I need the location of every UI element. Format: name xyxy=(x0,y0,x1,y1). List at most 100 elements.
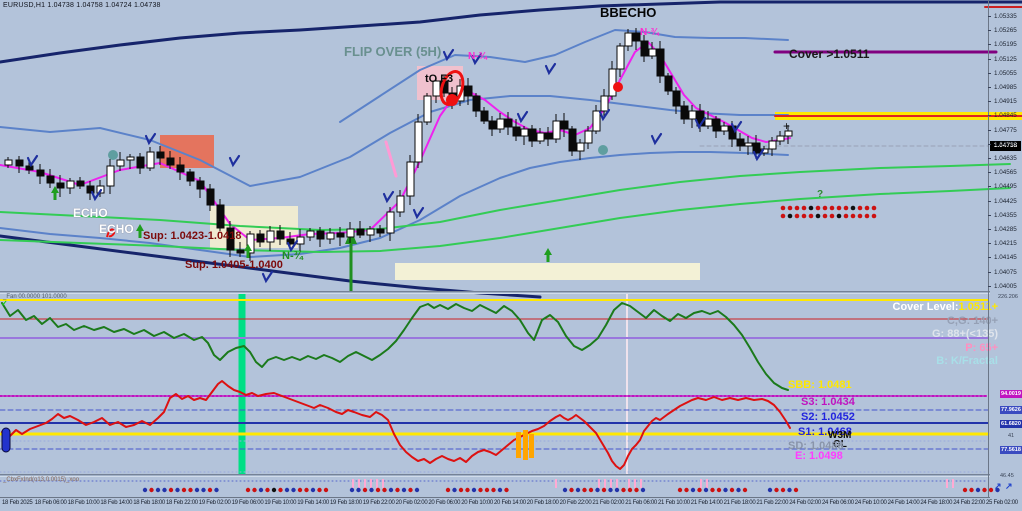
time-axis[interactable]: 18 Feb 2025 18 Feb 06:00 18 Feb 10:00 18 Fe… xyxy=(0,497,1018,511)
label-s2: S2: 1.0452 xyxy=(801,411,855,423)
price-axis-label: 1.04005 xyxy=(994,282,1017,290)
price-axis-label: 1.04985 xyxy=(994,84,1017,91)
price-axis-label: 1.04845 xyxy=(994,112,1017,120)
time-axis-label: 19 Feb 10:00 xyxy=(264,500,297,506)
time-axis-label: 18 Feb 14:00 xyxy=(100,500,133,506)
label-e: E: 1.0498 xyxy=(795,450,843,462)
annotation-support-1: Sup: 1.0423-1.0418 xyxy=(143,230,242,242)
up-right-arrow-icon: ↗ xyxy=(1005,481,1013,491)
annotation-n34-top: N-¾ xyxy=(640,27,659,38)
time-axis-label: 18 Feb 18:00 xyxy=(133,500,165,506)
price-axis-tick xyxy=(988,58,991,60)
time-axis-label: 19 Feb 06:00 xyxy=(231,500,264,506)
price-axis-separator xyxy=(988,0,989,497)
price-axis-tick xyxy=(988,229,991,230)
price-axis-label: 1.04215 xyxy=(994,240,1017,248)
indicator-axis-text: 41 xyxy=(1008,433,1015,439)
annotation-echo-1: ECHO xyxy=(73,206,108,220)
time-axis-label: 18 Feb 06:00 xyxy=(34,500,67,506)
price-axis-label: 1.04705 xyxy=(994,140,1017,148)
price-axis-tick xyxy=(988,129,991,131)
price-axis-label: 1.04145 xyxy=(994,254,1017,262)
price-axis-label: 1.04915 xyxy=(994,98,1017,106)
time-axis-label: 21 Feb 10:00 xyxy=(658,500,690,506)
time-axis-label: 24 Feb 02:00 xyxy=(789,500,821,506)
annotation-echo-2: ECHO xyxy=(99,222,134,236)
price-axis-tick xyxy=(988,30,991,32)
price-axis-tick xyxy=(988,143,991,145)
time-axis-label: 19 Feb 22:00 xyxy=(362,500,395,506)
price-axis-label: 1.05265 xyxy=(994,27,1017,35)
price-axis-label: 1.04425 xyxy=(994,197,1017,205)
label-g: G: 88+(<135) xyxy=(931,328,998,340)
indicator-level-box: 77.9626 xyxy=(1000,406,1022,414)
price-axis-tick xyxy=(988,271,991,273)
check-icon: ✓ xyxy=(1,299,8,308)
label-b-kfractal: B: K/Fractal xyxy=(936,355,998,367)
price-axis-tick xyxy=(988,158,991,159)
time-axis-label: 20 Feb 02:00 xyxy=(395,500,428,506)
time-axis-label: 20 Feb 10:00 xyxy=(461,500,493,506)
annotation-to-f3: tO F3 xyxy=(425,73,454,85)
current-price-box: 1.04738 xyxy=(990,141,1021,151)
price-axis-tick xyxy=(988,214,991,216)
price-axis-tick xyxy=(988,257,991,259)
panel-separator[interactable] xyxy=(0,474,990,477)
annotation-n34-green: N-¾ xyxy=(282,250,303,262)
question-marker: ? xyxy=(817,189,824,200)
indicator-axis-text: 46.45 xyxy=(1000,473,1014,479)
label-w3m: W3M xyxy=(828,430,852,441)
price-axis-tick xyxy=(988,16,991,17)
label-gl: GL xyxy=(833,439,847,450)
price-axis-tick xyxy=(988,44,991,46)
time-axis-label: 21 Feb 06:00 xyxy=(625,500,657,506)
time-axis-label: 24 Feb 06:00 xyxy=(822,500,854,506)
label-s1: S1: 1.0468 xyxy=(798,426,852,438)
label-sbb: SBB: 1.0481 xyxy=(788,379,852,391)
symbol-ohlc-readout: EURUSD,H1 1.04738 1.04758 1.04724 1.0473… xyxy=(3,2,161,9)
price-axis-label: 1.04565 xyxy=(994,169,1017,177)
price-axis-tick xyxy=(988,87,991,88)
price-axis-tick xyxy=(988,186,991,188)
panel-separator[interactable] xyxy=(0,291,990,294)
price-axis-label: 1.04355 xyxy=(994,211,1017,219)
time-axis-label: 25 Feb 02:00 xyxy=(986,500,1018,506)
time-axis-label: 18 Feb 22:00 xyxy=(166,500,198,506)
time-axis-label: 21 Feb 18:00 xyxy=(723,500,756,506)
price-axis-tick xyxy=(988,172,991,174)
price-axis-tick xyxy=(988,72,991,74)
time-axis-label: 20 Feb 14:00 xyxy=(494,500,526,506)
label-cover-level: Cover Level:1.0511+ xyxy=(893,301,999,313)
price-axis-tick xyxy=(988,285,991,287)
price-axis-label: 1.05055 xyxy=(994,69,1017,77)
price-axis[interactable]: 1.04738 1.05335 1.05265 1.05195 1.05125 1.05… xyxy=(988,0,1022,497)
label-cover-level-text: Cover Level: xyxy=(892,301,959,313)
time-axis-label: 21 Feb 14:00 xyxy=(690,500,723,506)
annotation-flip-over: FLIP OVER (5H) xyxy=(344,44,442,59)
time-axis-label: 20 Feb 22:00 xyxy=(559,500,592,506)
price-axis-label: 1.04285 xyxy=(994,226,1017,233)
indicator-level-box: 61.6820 xyxy=(1000,420,1022,428)
crosshair-plus-marker: + xyxy=(783,119,791,133)
price-axis-tick xyxy=(988,115,991,117)
price-axis-label: 1.04495 xyxy=(994,183,1017,191)
label-cg: C,G: 140+ xyxy=(946,315,998,327)
time-axis-label: 18 Feb 2025 xyxy=(2,500,33,506)
annotation-n34-mid: N-¾ xyxy=(468,51,487,62)
time-axis-label: 19 Feb 02:00 xyxy=(198,500,231,506)
price-axis-label: 1.04635 xyxy=(994,155,1017,162)
label-s3: S3: 1.0434 xyxy=(801,396,855,408)
price-axis-label: 1.04075 xyxy=(994,268,1017,276)
time-axis-label: 20 Feb 06:00 xyxy=(428,500,461,506)
price-axis-label: 1.04775 xyxy=(994,126,1017,134)
time-axis-label: 19 Feb 14:00 xyxy=(297,500,329,506)
indicator-axis-text: 226.206 xyxy=(998,294,1018,300)
price-axis-label: 1.05195 xyxy=(994,41,1017,49)
label-p: P: 65+ xyxy=(965,342,998,354)
time-axis-label: 21 Feb 02:00 xyxy=(592,500,625,506)
time-axis-label: 18 Feb 10:00 xyxy=(67,500,100,506)
time-axis-label: 21 Feb 22:00 xyxy=(756,500,789,506)
time-axis-label: 24 Feb 22:00 xyxy=(953,500,985,506)
